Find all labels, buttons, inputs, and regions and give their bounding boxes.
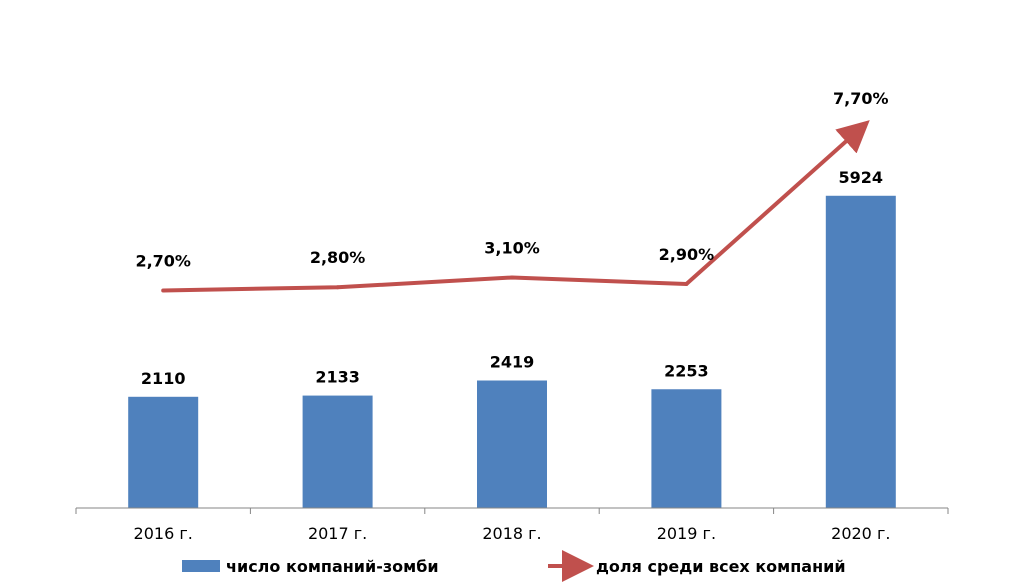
legend-swatch-bar — [182, 560, 220, 572]
plot-area: 2016 г. 2017 г. 2018 г. 2019 г. 2020 г. 2110 2… — [75, 89, 949, 543]
legend-label-line: доля среди всех компаний — [596, 557, 846, 576]
line-value-label-4: 7,70% — [833, 89, 889, 108]
x-tick-label-2: 2018 г. — [482, 524, 541, 543]
line-value-label-1: 2,80% — [310, 248, 366, 267]
x-tick-label-0: 2016 г. — [134, 524, 193, 543]
line-value-label-3: 2,90% — [659, 245, 715, 264]
line-point-2 — [510, 275, 514, 280]
legend: число компаний-зомби доля среди всех ком… — [182, 550, 846, 582]
bar-value-label-3: 2253 — [664, 361, 709, 380]
x-tick-label-3: 2019 г. — [657, 524, 716, 543]
bar-value-label-4: 5924 — [839, 168, 884, 187]
line-series — [163, 120, 870, 293]
bar-value-label-2: 2419 — [490, 353, 535, 372]
line-point-3 — [684, 282, 689, 286]
line-point-4 — [858, 126, 863, 131]
bar-0 — [128, 396, 199, 508]
bar-value-label-0: 2110 — [141, 369, 186, 388]
bar-3 — [651, 389, 722, 508]
x-tick-label-4: 2020 г. — [831, 524, 890, 543]
bar-2 — [477, 380, 547, 508]
line-point-1 — [335, 285, 340, 290]
bar-value-label-1: 2133 — [315, 368, 360, 387]
line-point-0 — [161, 288, 166, 293]
bar-4 — [825, 195, 896, 508]
x-tick-label-1: 2017 г. — [308, 524, 367, 543]
bar-1 — [302, 395, 373, 508]
legend-label-bar: число компаний-зомби — [226, 557, 439, 576]
line-value-label-2: 3,10% — [484, 239, 540, 258]
line-value-label-0: 2,70% — [135, 251, 191, 270]
